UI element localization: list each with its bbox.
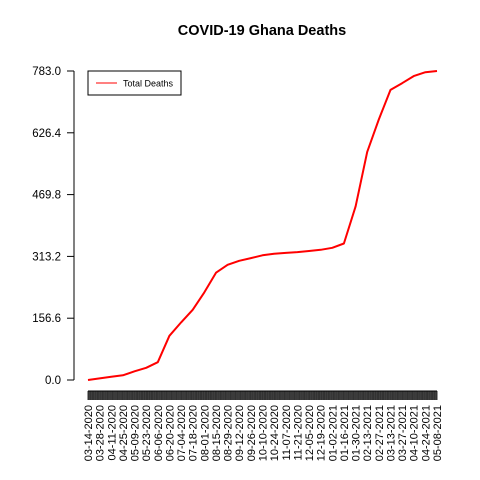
y-axis: 0.0 156.6 313.2 469.8 626.4 783.0 (32, 66, 75, 387)
x-tick-label: 10-24-2020 (269, 405, 281, 461)
x-tick-label: 04-11-2020 (106, 405, 118, 460)
x-tick-label: 09-26-2020 (246, 405, 258, 461)
x-tick-label: 05-23-2020 (141, 405, 153, 461)
x-tick-label: 07-18-2020 (188, 405, 200, 461)
x-tick-label: 10-10-2020 (258, 405, 270, 461)
y-tick-label: 0.0 (45, 375, 61, 387)
x-tick-label: 05-09-2020 (130, 405, 142, 461)
x-tick-label: 01-30-2021 (351, 405, 363, 461)
x-tick-label: 03-13-2021 (385, 405, 397, 461)
x-tick-label: 08-15-2020 (211, 405, 223, 461)
y-tick-label: 469.8 (32, 190, 61, 202)
x-tick-label: 04-25-2020 (118, 405, 130, 461)
series-layer (87, 70, 438, 381)
x-tick-label: 12-19-2020 (316, 405, 328, 461)
x-tick-label: 08-01-2020 (199, 405, 211, 461)
x-tick-label: 09-12-2020 (234, 405, 246, 461)
x-tick-label: 04-10-2021 (409, 405, 421, 461)
legend-label-total-deaths: Total Deaths (123, 79, 174, 89)
chart-title: COVID-19 Ghana Deaths (178, 23, 346, 39)
x-tick-label: 03-14-2020 (83, 405, 95, 461)
x-tick-label: 11-07-2020 (281, 405, 293, 460)
x-tick-label: 06-06-2020 (153, 405, 165, 461)
x-tick-label: 03-28-2020 (95, 405, 107, 461)
y-tick-label: 626.4 (32, 128, 61, 140)
x-tick-label: 08-29-2020 (223, 405, 235, 461)
x-tick-label: 01-02-2021 (327, 405, 339, 461)
x-tick-label: 06-20-2020 (164, 405, 176, 461)
x-tick-label: 02-13-2021 (362, 405, 374, 461)
y-tick-label: 313.2 (32, 251, 61, 263)
y-tick-label: 783.0 (32, 66, 61, 78)
series-line-total-deaths (87, 70, 438, 381)
x-tick-label: 12-05-2020 (304, 405, 316, 461)
x-tick-label: 01-16-2021 (339, 405, 351, 461)
x-tick-label: 11-21-2020 (292, 405, 304, 460)
legend: Total Deaths (87, 70, 182, 96)
x-tick-label: 03-27-2021 (397, 405, 409, 461)
x-tick-label: 04-24-2021 (420, 405, 432, 461)
x-tick-label: 07-04-2020 (176, 405, 188, 461)
x-axis: 03-14-2020 03-28-2020 04-11-2020 04-25-2020… (83, 390, 444, 461)
x-tick-label: 05-08-2021 (432, 405, 444, 461)
y-tick-label: 156.6 (32, 313, 61, 325)
x-tick-label: 02-27-2021 (374, 405, 386, 461)
